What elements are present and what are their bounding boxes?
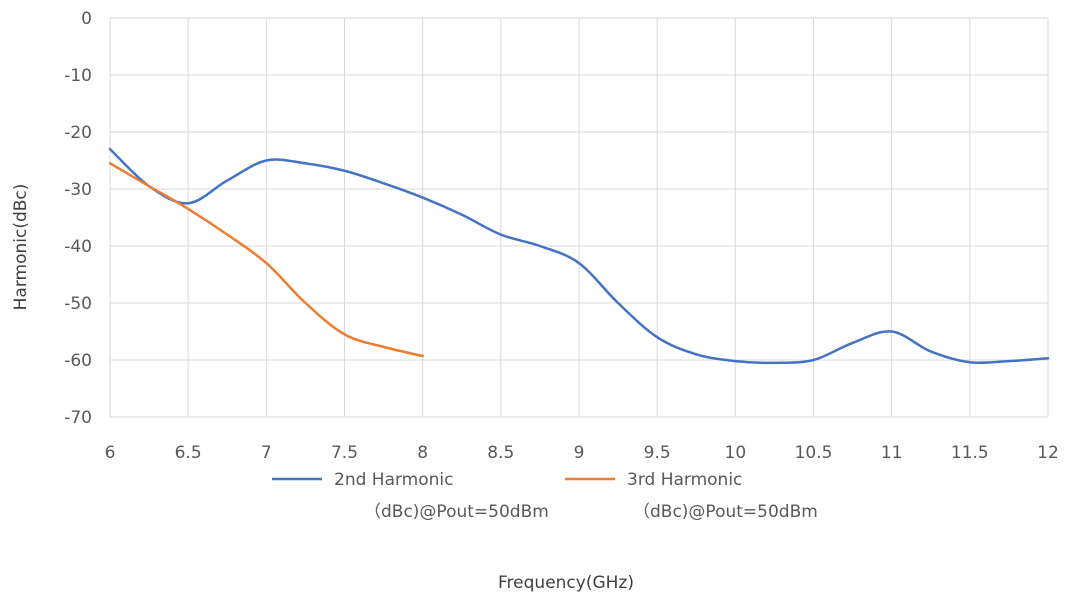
x-tick-label: 10.5 [795, 443, 833, 463]
x-axis-title: Frequency(GHz) [498, 573, 634, 593]
x-tick-label: 11.5 [951, 443, 989, 463]
x-tick-label: 7 [261, 443, 272, 463]
legend-label-3rd-harmonic: 3rd Harmonic [627, 470, 742, 490]
x-tick-label: 6.5 [175, 443, 202, 463]
y-tick-label: -30 [64, 180, 92, 200]
series-line-3rd-harmonic [108, 162, 424, 358]
x-tick-labels: 6 6.5 7 7.5 8 8.5 9 9.5 10 10.5 11 11.5 12 [105, 443, 1059, 463]
x-tick-label: 8.5 [487, 443, 514, 463]
y-tick-label: 0 [81, 9, 92, 29]
x-tick-label: 12 [1037, 443, 1059, 463]
y-tick-label: -10 [64, 66, 92, 86]
y-tick-label: -50 [64, 294, 92, 314]
x-tick-label: 8 [417, 443, 428, 463]
gridlines [109, 17, 1049, 418]
legend-label-2nd-harmonic-unit: （dBc)@Pout=50dBm [364, 502, 549, 522]
y-axis-title: Harmonic(dBc) [11, 184, 31, 311]
y-tick-label: -40 [64, 237, 92, 257]
legend-label-3rd-harmonic-unit: （dBc)@Pout=50dBm [633, 502, 818, 522]
x-tick-label: 9.5 [644, 443, 671, 463]
series-line-2nd-harmonic [108, 147, 1050, 365]
x-tick-label: 10 [725, 443, 747, 463]
x-tick-label: 9 [574, 443, 585, 463]
x-tick-label: 6 [105, 443, 116, 463]
y-tick-labels: 0 -10 -20 -30 -40 -50 -60 -70 [64, 9, 92, 428]
series-lines [108, 147, 1050, 365]
y-tick-label: -60 [64, 351, 92, 371]
y-tick-label: -20 [64, 123, 92, 143]
legend-label-2nd-harmonic: 2nd Harmonic [334, 470, 453, 490]
y-tick-label: -70 [64, 408, 92, 428]
legend: 2nd Harmonic （dBc)@Pout=50dBm 3rd Harmon… [272, 470, 818, 522]
x-tick-label: 11 [881, 443, 903, 463]
x-tick-label: 7.5 [331, 443, 358, 463]
